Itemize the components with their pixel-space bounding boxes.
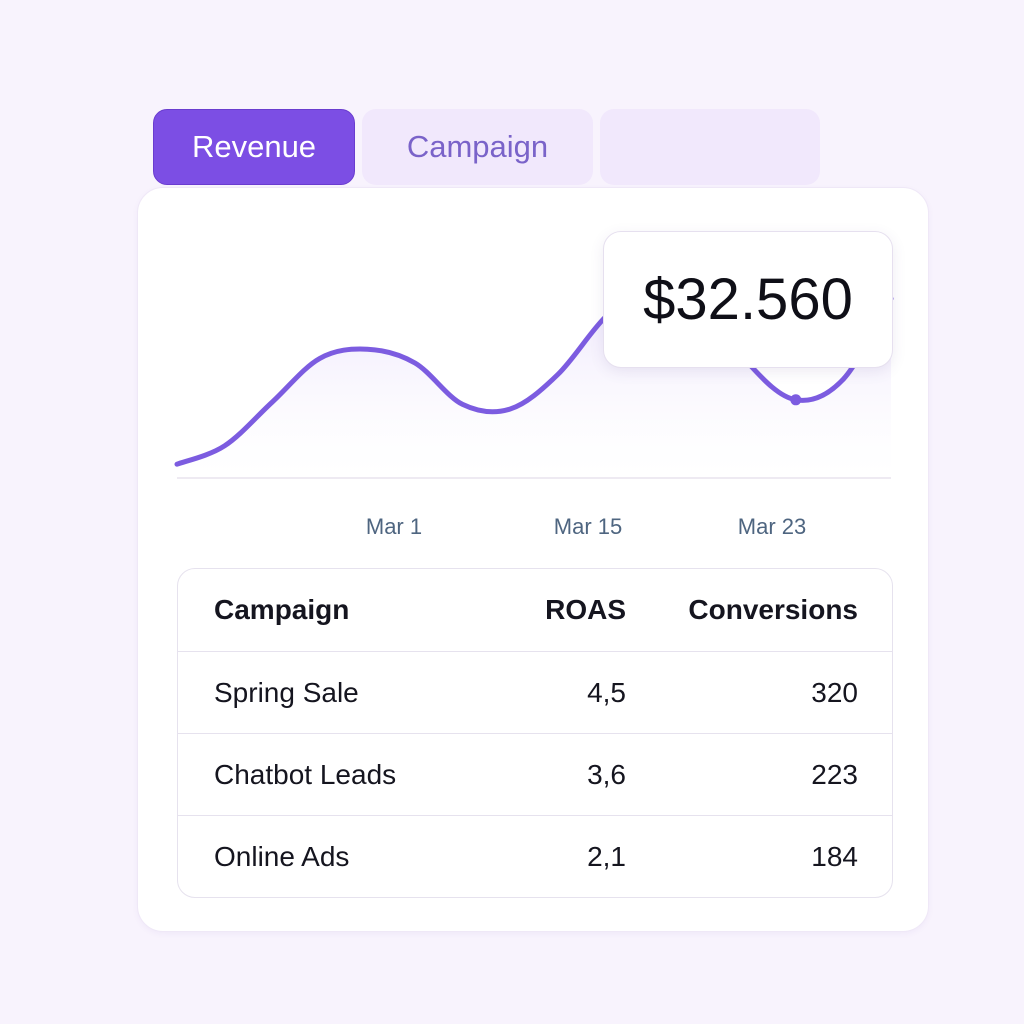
value-tooltip: $32.560	[603, 231, 893, 368]
revenue-card: $32.560 Mar 1 Mar 15 Mar 23 Campaign ROA…	[137, 187, 929, 932]
tab-revenue[interactable]: Revenue	[153, 109, 355, 185]
row-conversions: 184	[811, 841, 858, 872]
row-roas: 2,1	[587, 841, 626, 872]
chart-series-line	[174, 276, 894, 467]
x-tick-label: Mar 23	[737, 514, 807, 539]
row-campaign-name: Spring Sale	[214, 677, 359, 708]
chart-highlight-point[interactable]	[790, 394, 802, 406]
campaign-table: Campaign ROAS Conversions Spring Sale 4,…	[177, 568, 893, 898]
table-row[interactable]: Spring Sale 4,5 320	[178, 651, 892, 733]
row-campaign-name: Chatbot Leads	[214, 759, 397, 790]
tooltip-value: $32.560	[643, 267, 853, 332]
tab-campaign-label: Campaign	[406, 129, 549, 164]
column-header-campaign[interactable]: Campaign	[214, 594, 350, 625]
table-row[interactable]: Chatbot Leads 3,6 223	[178, 733, 892, 815]
column-header-conversions[interactable]: Conversions	[688, 594, 858, 625]
x-tick-label: Mar 1	[365, 514, 423, 539]
row-roas: 4,5	[587, 677, 626, 708]
row-conversions: 320	[811, 677, 858, 708]
tab-revenue-label: Revenue	[191, 129, 317, 164]
table-header-row: Campaign ROAS Conversions	[178, 569, 892, 651]
tab-empty[interactable]	[600, 109, 820, 185]
row-conversions: 223	[811, 759, 858, 790]
x-tick-label: Mar 15	[553, 514, 623, 539]
tab-campaign[interactable]: Campaign	[362, 109, 593, 185]
column-header-roas[interactable]: ROAS	[545, 594, 626, 625]
row-campaign-name: Online Ads	[214, 841, 350, 872]
row-roas: 3,6	[587, 759, 626, 790]
table-row[interactable]: Online Ads 2,1 184	[178, 815, 892, 897]
